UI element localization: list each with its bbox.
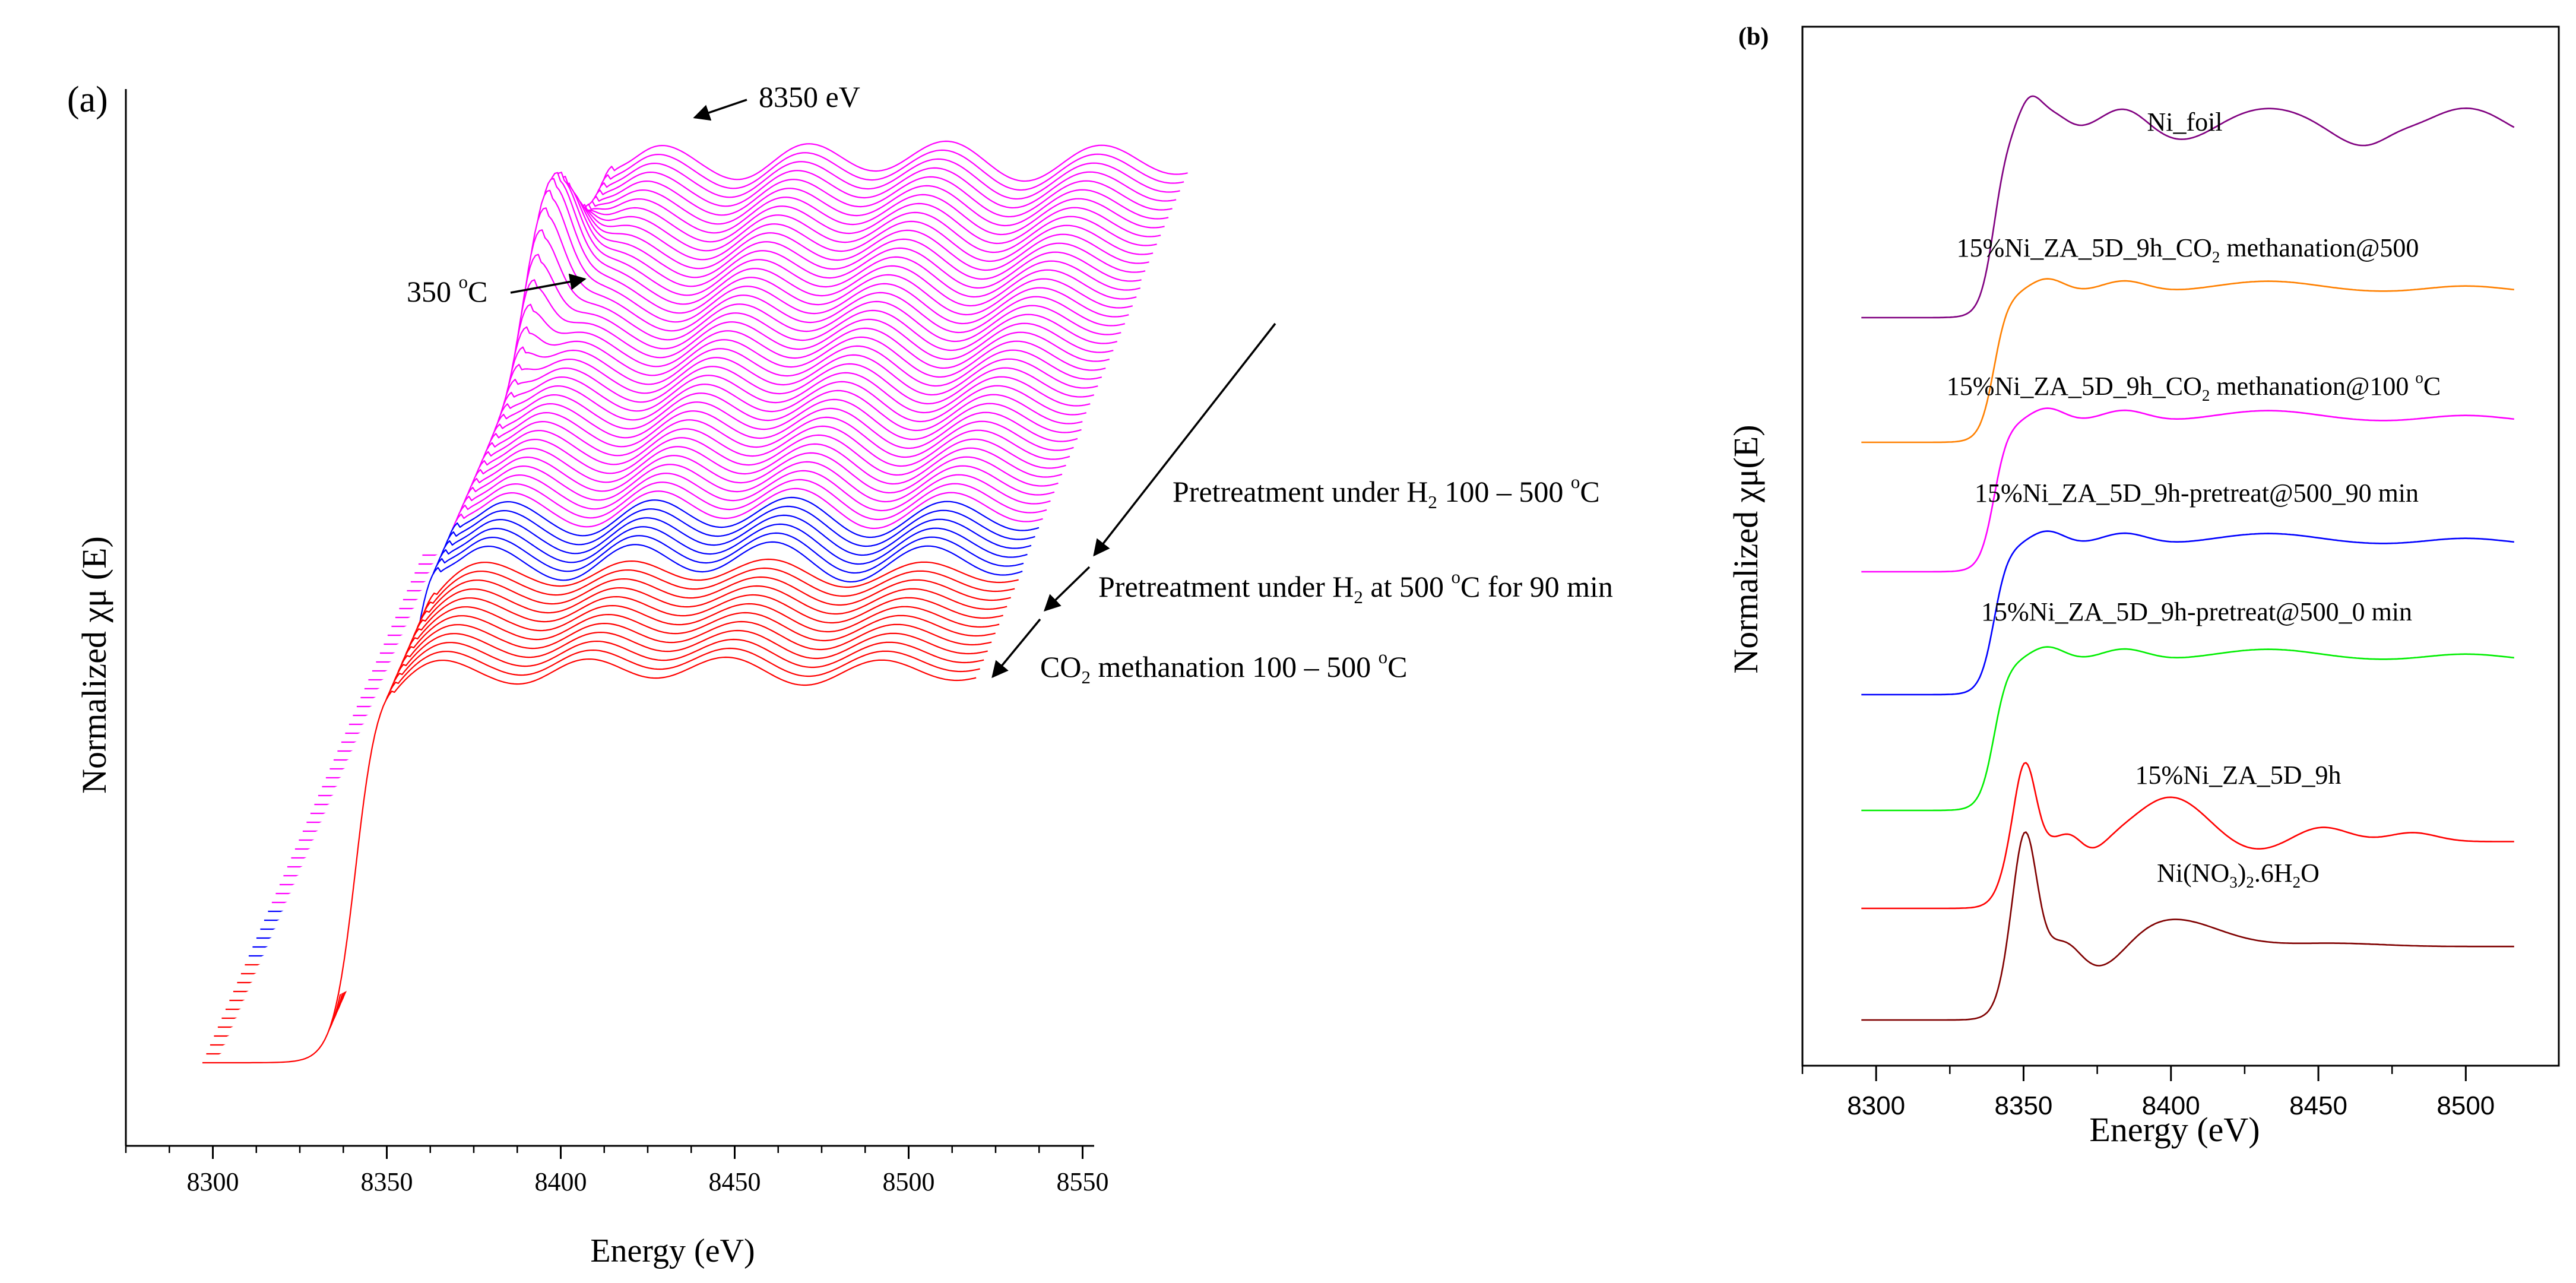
panel-b-label-nickel-nitrate-part: 3 — [2229, 873, 2238, 891]
panel-a-group-arrow — [991, 618, 1041, 679]
panel-a-label-co2-methanation-part: 2 — [1081, 667, 1091, 688]
panel-b-axes: 8300 8350 8400 8450 8500 — [1801, 26, 2560, 1120]
panel-b-line-ni-foil — [1861, 95, 2515, 319]
panel-a-annotation-350c-part: C — [468, 275, 487, 308]
panel-b-y-axis-title: Normalized χμ(E) — [1726, 425, 1765, 673]
panel-b-label-co2-methanation-100c-part: 2 — [2202, 387, 2210, 404]
panel-b-label-nickel-nitrate-part: 2 — [2246, 873, 2254, 891]
panel-a-annotation-350c-part: o — [459, 271, 468, 292]
panel-b-x-tick-label: 8500 — [2436, 1091, 2495, 1120]
panel-b-label-pretreat-500-0min: 15%Ni_ZA_5D_9h-pretreat@500_0 min — [1981, 597, 2412, 626]
panel-b-label-co2-methanation-100c: 15%Ni_ZA_5D_9h_CO2 methanation@100 oC — [1947, 369, 2441, 404]
panel-b-label-co2-methanation-100c-part: methanation@100 — [2210, 372, 2415, 401]
panel-a-label-co2-methanation-part: C — [1387, 650, 1407, 683]
panel-b-label-nickel-nitrate-part: O — [2301, 858, 2320, 888]
panel-a-label-h2-pretreatment: Pretreatment under H2 100 – 500 oC — [1173, 471, 1600, 512]
panel-a-x-tick-label: 8350 — [361, 1167, 413, 1196]
panel-b-label-fresh-15ni-part: 15%Ni_ZA_5D_9h — [2135, 761, 2341, 790]
panel-b-label-nickel-nitrate-part: .6H — [2254, 858, 2293, 888]
panel-a-x-tick-label: 8550 — [1057, 1167, 1109, 1196]
panel-b-label-pretreat-500-90min: 15%Ni_ZA_5D_9h-pretreat@500_90 min — [1975, 479, 2419, 508]
panel-b-label: (b) — [1738, 23, 1769, 50]
panel-b-label-nickel-nitrate: Ni(NO3)2.6H2O — [2157, 858, 2320, 891]
panel-a-spectrum-line — [202, 656, 977, 1064]
panel-b-x-axis-title: Energy (eV) — [2089, 1110, 2260, 1149]
panel-a-y-axis-title: Normalized χμ (E) — [75, 536, 113, 794]
panel-b-label-ni-foil-part: Ni_foil — [2147, 107, 2222, 137]
panel-a-label-co2-methanation-part: methanation 100 – 500 — [1091, 650, 1379, 683]
panel-a-annotation-8350ev: 8350 eV — [759, 80, 860, 113]
panel-b-x-tick-label: 8450 — [2289, 1091, 2347, 1120]
panel-b-line-pretreat-500-90min — [1861, 530, 2514, 696]
panel-a-label-co2-methanation-part: CO — [1040, 650, 1081, 683]
panel-b-label-ni-foil: Ni_foil — [2147, 107, 2222, 137]
panel-b-label-nickel-nitrate-part: ) — [2238, 858, 2247, 888]
panel-a-x-tick-label: 8300 — [187, 1167, 239, 1196]
panel-a-group-arrow — [1043, 566, 1091, 612]
panel-a-label-h2-pretreatment-part: 100 – 500 — [1437, 475, 1571, 508]
panel-b-x-tick-label: 8350 — [1995, 1091, 2053, 1120]
panel-b-frame — [1801, 26, 2560, 1067]
panel-b-label-co2-methanation-500: 15%Ni_ZA_5D_9h_CO2 methanation@500 — [1957, 233, 2419, 266]
panel-b-label-fresh-15ni: 15%Ni_ZA_5D_9h — [2135, 761, 2341, 790]
panel-a-annotation-350c: 350 oC — [407, 271, 487, 308]
panel-a-label-h2-500c-90min-part: Pretreatment under H — [1098, 570, 1354, 603]
panel-b-label-nickel-nitrate-part: Ni(NO — [2157, 858, 2229, 888]
panel-a-spectra — [202, 140, 1188, 1064]
panel-a-x-tick-label: 8450 — [709, 1167, 761, 1196]
panel-a-label-h2-500c-90min-part: at 500 — [1363, 570, 1452, 603]
panel-a-x-tick-label: 8400 — [535, 1167, 587, 1196]
panel-b-line-co2-methanation-100c — [1861, 407, 2514, 573]
panel-a-label-h2-500c-90min: Pretreatment under H2 at 500 oC for 90 m… — [1098, 566, 1613, 607]
panel-b-label-co2-methanation-100c-part: C — [2423, 372, 2441, 401]
panel-a-axes: 8300 8350 8400 8450 8500 8550 — [125, 89, 1109, 1196]
panel-b-label-co2-methanation-100c-part: o — [2415, 369, 2423, 387]
panel-b: (b) 8300 8350 8400 8450 8500 Ni_foil 15%Ni_ZA… — [1726, 23, 2560, 1149]
panel-b-label-co2-methanation-500-part: 2 — [2212, 248, 2220, 266]
panel-a-label-h2-500c-90min-part: C for 90 min — [1460, 570, 1613, 603]
panel-a-label-h2-500c-90min-part: o — [1452, 566, 1461, 587]
panel-a-label: (a) — [67, 80, 108, 120]
panel-a-label-h2-500c-90min-part: 2 — [1354, 587, 1363, 607]
panel-b-label-co2-methanation-100c-part: 15%Ni_ZA_5D_9h_CO — [1947, 372, 2202, 401]
panel-a-annotation-350c-part: 350 — [407, 275, 459, 308]
panel-a-label-h2-pretreatment-part: Pretreatment under H — [1173, 475, 1428, 508]
panel-a-label-h2-pretreatment-part: C — [1580, 475, 1599, 508]
panel-b-line-nickel-nitrate — [1861, 831, 2514, 1021]
panel-b-label-co2-methanation-500-part: 15%Ni_ZA_5D_9h_CO — [1957, 233, 2212, 262]
panel-b-line-co2-methanation-500 — [1861, 278, 2514, 443]
panel-a-label-co2-methanation-part: o — [1379, 647, 1388, 667]
panel-b-x-tick-label: 8300 — [1847, 1091, 1905, 1120]
panel-b-label-pretreat-500-0min-part: 15%Ni_ZA_5D_9h-pretreat@500_0 min — [1981, 597, 2412, 626]
panel-a-x-tick-label: 8500 — [883, 1167, 935, 1196]
panel-b-label-nickel-nitrate-part: 2 — [2293, 873, 2301, 891]
panel-a-label-h2-pretreatment-part: o — [1571, 471, 1580, 492]
panel-b-label-pretreat-500-90min-part: 15%Ni_ZA_5D_9h-pretreat@500_90 min — [1975, 479, 2419, 508]
panel-b-label-co2-methanation-500-part: methanation@500 — [2220, 233, 2419, 262]
panel-b-line-pretreat-500-0min — [1861, 646, 2514, 812]
panel-a-annotation-arrow — [510, 273, 587, 294]
panel-a: (a) 8300 8350 8400 8450 8500 8550 8350 eV 350 … — [67, 80, 1613, 1269]
panel-a-label-h2-pretreatment-part: 2 — [1428, 492, 1437, 512]
panel-a-x-axis-title: Energy (eV) — [590, 1233, 755, 1269]
panel-a-annotation-arrow — [693, 99, 747, 121]
panel-b-x-tick-label: 8400 — [2142, 1091, 2200, 1120]
panel-a-label-co2-methanation: CO2 methanation 100 – 500 oC — [1040, 647, 1407, 688]
panel-b-line-fresh-15ni — [1861, 762, 2514, 910]
panel-a-group-arrow — [1093, 322, 1276, 557]
